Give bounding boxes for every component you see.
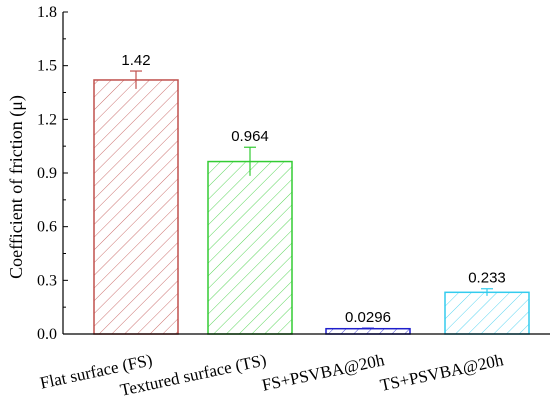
error-bar-4 [481, 288, 493, 296]
data-label-3: 0.0296 [345, 309, 391, 326]
error-bar-3 [362, 327, 374, 330]
category-label-3: FS+PSVBA@20h [260, 350, 386, 395]
data-labels: 1.42 0.964 0.0296 0.233 [121, 52, 505, 326]
data-label-1: 1.42 [121, 52, 150, 69]
y-tick-label: 0.6 [37, 219, 57, 236]
category-label-4: TS+PSVBA@20h [378, 350, 505, 395]
error-bars [130, 70, 493, 330]
bar-2 [207, 160, 293, 335]
category-labels: Flat surface (FS)Textured surface (TS)FS… [38, 350, 505, 400]
data-label-4: 0.233 [468, 270, 506, 287]
error-bar-1 [130, 70, 142, 89]
y-tick-label: 1.5 [37, 58, 57, 75]
axes [62, 11, 550, 335]
bar-1 [93, 79, 179, 335]
error-bar-2 [244, 146, 256, 176]
y-tick-label: 0.3 [37, 272, 57, 289]
y-tick-label: 0.0 [37, 326, 57, 343]
bar-4 [444, 291, 530, 335]
y-tick-label: 1.8 [37, 4, 57, 21]
y-tick-label: 0.9 [37, 165, 57, 182]
bars [93, 79, 530, 335]
y-tick-label: 1.2 [37, 111, 57, 128]
data-label-2: 0.964 [231, 128, 269, 145]
y-axis-title: Coefficient of friction (μ) [6, 95, 27, 279]
bar-3 [325, 327, 411, 335]
y-tick-labels: 0.0 0.3 0.6 0.9 1.2 1.5 1.8 [37, 4, 57, 343]
